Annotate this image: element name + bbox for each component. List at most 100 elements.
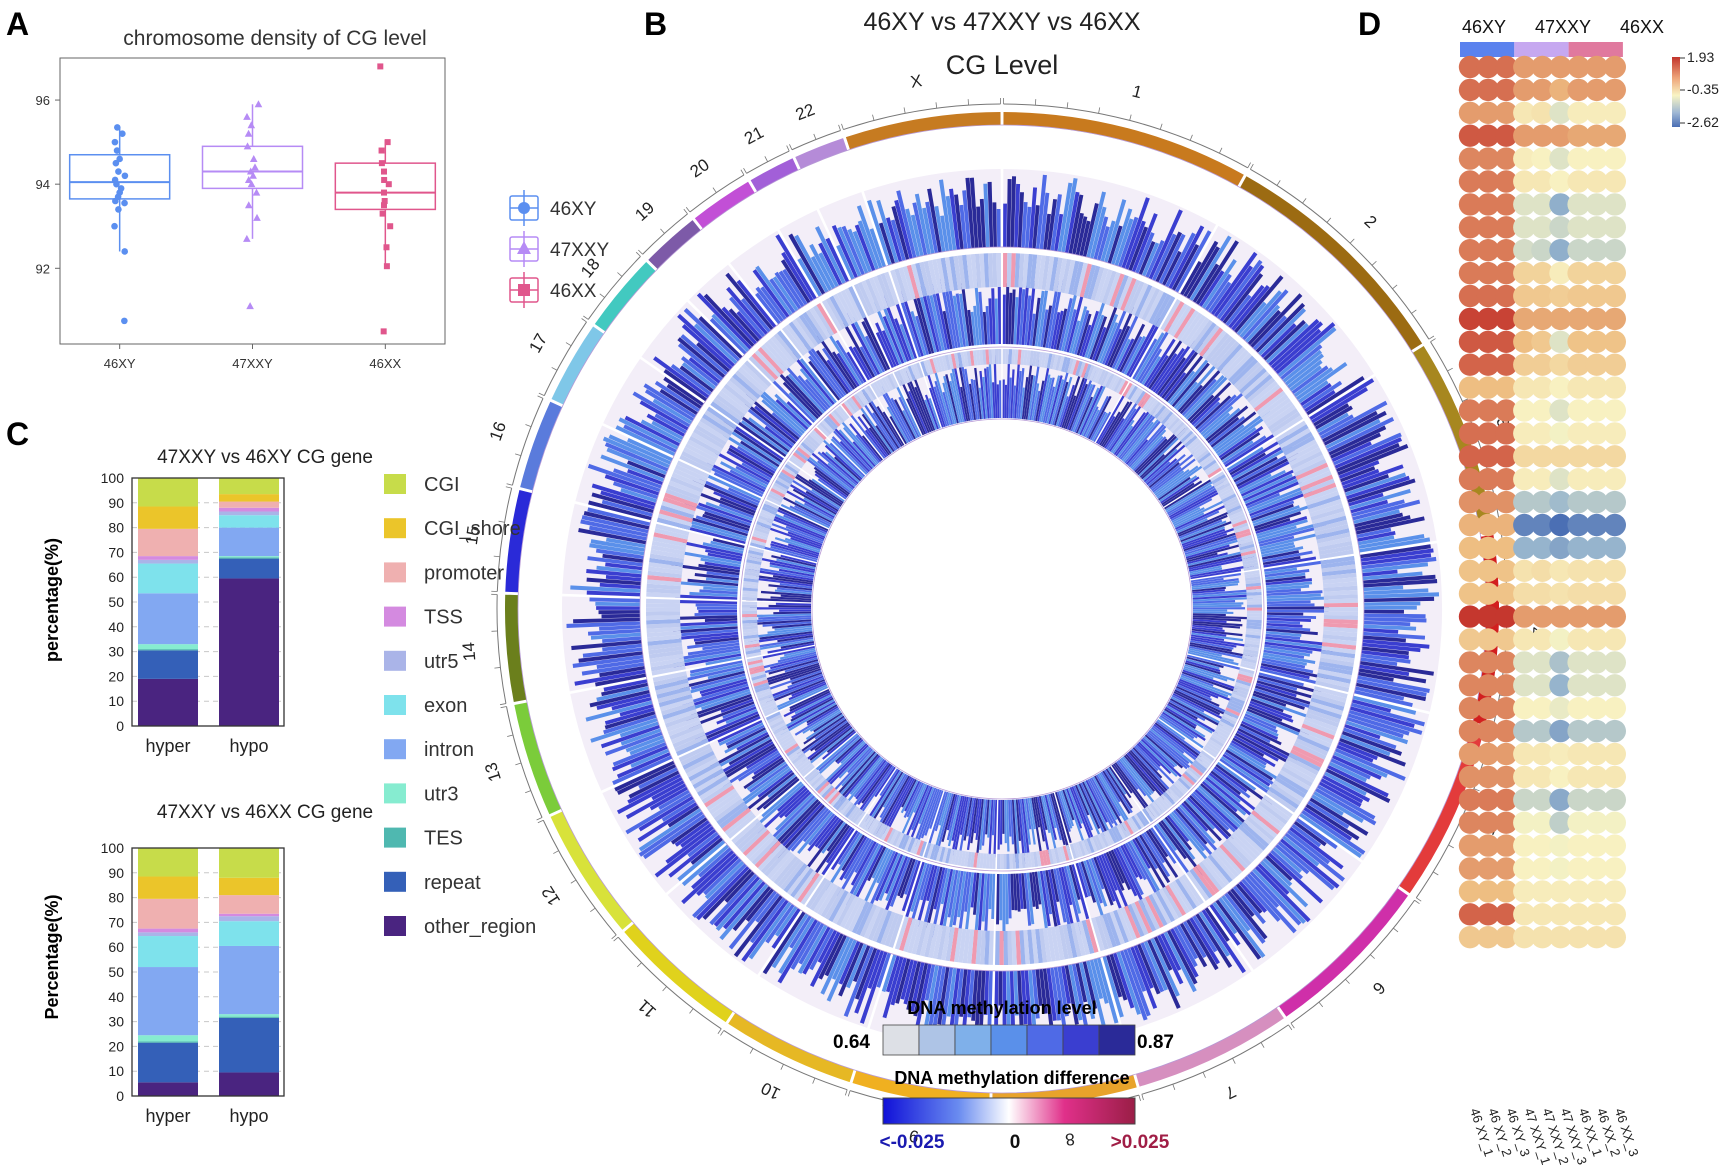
methylation-difference-cell [1156,407,1169,421]
methylation-bar [1176,924,1199,960]
methylation-difference-cell [819,783,832,797]
methylation-bar [1190,636,1250,648]
heatmap-dot [1585,605,1608,628]
methylation-bar [604,442,669,472]
ideogram-tick [1392,284,1398,290]
methylation-difference-cell [853,393,865,408]
methylation-bar [689,660,743,674]
methylation-difference-cell [1267,408,1299,431]
methylation-difference-cell [1312,689,1347,703]
methylation-bar [1183,665,1228,682]
methylation-bar [1164,708,1196,730]
methylation-bar [1063,309,1077,352]
methylation-bar [809,346,847,396]
data-point [243,142,252,150]
methylation-bar [591,492,654,514]
methylation-bar [1010,799,1015,845]
methylation-bar [1169,492,1219,520]
methylation-bar [596,565,643,575]
methylation-difference-cell [1214,728,1229,739]
methylation-bar [1006,799,1010,852]
methylation-bar [1187,552,1228,565]
methylation-bar [1002,970,1007,1027]
methylation-bar [1244,875,1297,934]
methylation-difference-cell [1086,364,1095,381]
heatmap-dot [1458,124,1482,147]
methylation-bar [1085,859,1103,904]
methylation-difference-cell [842,802,854,817]
methylation-bar [1266,623,1303,628]
ideogram-band-chrX [845,112,1001,150]
methylation-difference-cell [928,924,940,959]
methylation-bar [1188,556,1255,572]
methylation-bar [794,500,834,522]
methylation-bar [773,797,818,842]
methylation-bar [1109,953,1128,1001]
methylation-bar [1236,452,1300,488]
methylation-bar [1171,694,1205,713]
methylation-bar [1042,377,1055,423]
methylation-bar [825,451,860,483]
methylation-difference-cell [1243,565,1259,571]
methylation-bar [873,301,902,365]
methylation-bar [1192,791,1236,833]
methylation-bar [779,609,812,612]
methylation-difference-cell [1227,507,1243,517]
methylation-difference-cell [992,853,996,869]
methylation-bar [825,743,868,785]
chromosome-label-12: 12 [538,883,564,909]
methylation-bar [820,936,851,995]
methylation-bar [992,382,996,419]
methylation-bar [681,323,733,370]
methylation-difference-cell [787,748,802,760]
methylation-bar [1086,314,1105,359]
methylation-difference-cell [1246,588,1262,593]
methylation-bar [1018,873,1024,909]
heatmap-dot [1531,353,1554,376]
legend-label-exon: exon [424,695,467,717]
ideogram-scale-arc [723,1030,848,1091]
methylation-bar [1235,732,1289,764]
methylation-bar [683,307,741,362]
methylation-bar [854,845,884,900]
methylation-bar [1187,796,1230,841]
methylation-bar [834,456,862,482]
methylation-bar [901,860,921,912]
methylation-bar [804,378,831,409]
methylation-bar [1348,709,1423,735]
methylation-bar [963,797,973,841]
methylation-difference-cell [1100,832,1109,848]
methylation-difference-cell [857,281,875,315]
methylation-bar [818,242,843,286]
methylation-bar [1183,375,1225,418]
methylation-bar [882,956,904,1019]
methylation-bar [1104,328,1123,366]
heatmap-dot [1513,170,1536,193]
methylation-difference-cell [1204,462,1219,474]
methylation-bar [580,519,648,537]
ideogram-tick [813,133,817,140]
methylation-bar [1019,799,1029,865]
methylation-bar [1086,191,1107,258]
methylation-difference-cell [984,930,990,965]
methylation-difference-cell [742,590,758,595]
methylation-difference-cell [1002,349,1006,365]
methylation-bar [1264,567,1298,575]
methylation-bar [1266,625,1311,632]
methylation-bar [1082,406,1099,437]
methylation-bar [915,788,938,848]
methylation-difference-cell [800,441,815,454]
methylation-bar [868,427,890,456]
methylation-bar [672,620,738,627]
methylation-bar [1184,536,1241,555]
methylation-bar [882,306,907,363]
methylation-difference-cell [1005,349,1010,365]
methylation-difference-cell [742,613,758,618]
methylation-difference-cell [1171,783,1185,797]
heatmap-dot [1495,857,1518,880]
methylation-bar [704,860,745,900]
methylation-difference-cell [1181,773,1195,786]
heatmap-dot [1567,880,1590,903]
methylation-bar [948,968,961,1035]
